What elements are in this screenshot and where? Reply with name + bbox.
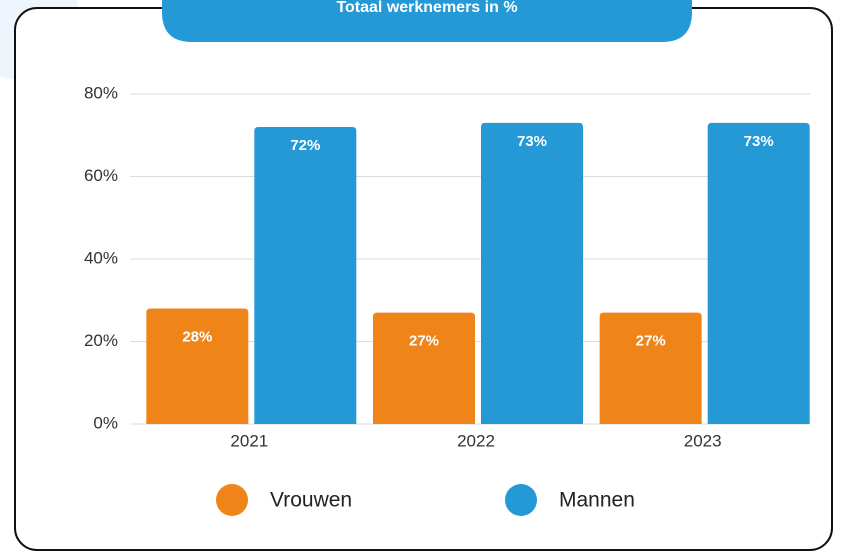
- value-label: 27%: [409, 333, 439, 350]
- value-label: 73%: [517, 133, 547, 150]
- title-tab: [162, 0, 692, 42]
- y-tick-label: 60%: [84, 166, 118, 185]
- legend-label: Mannen: [559, 489, 635, 512]
- x-tick-label: 2022: [457, 431, 495, 450]
- bar: [373, 312, 475, 424]
- y-tick-label: 80%: [84, 83, 118, 102]
- bar: [481, 122, 583, 424]
- value-label: 27%: [636, 333, 666, 350]
- value-label: 73%: [744, 133, 774, 150]
- x-tick-label: 2021: [230, 431, 268, 450]
- value-label: 28%: [182, 328, 212, 345]
- bar: [146, 308, 249, 424]
- legend-label: Vrouwen: [270, 489, 352, 512]
- bar: [254, 127, 357, 424]
- bar: [599, 312, 702, 424]
- legend-swatch: [216, 484, 248, 516]
- y-tick-label: 0%: [93, 413, 118, 432]
- value-label: 72%: [290, 137, 320, 154]
- y-tick-label: 20%: [84, 331, 118, 350]
- chart-title: Totaal werknemers in %: [336, 0, 517, 16]
- x-tick-label: 2023: [684, 431, 722, 450]
- y-tick-label: 40%: [84, 248, 118, 267]
- bar: [707, 122, 810, 424]
- legend-swatch: [505, 484, 537, 516]
